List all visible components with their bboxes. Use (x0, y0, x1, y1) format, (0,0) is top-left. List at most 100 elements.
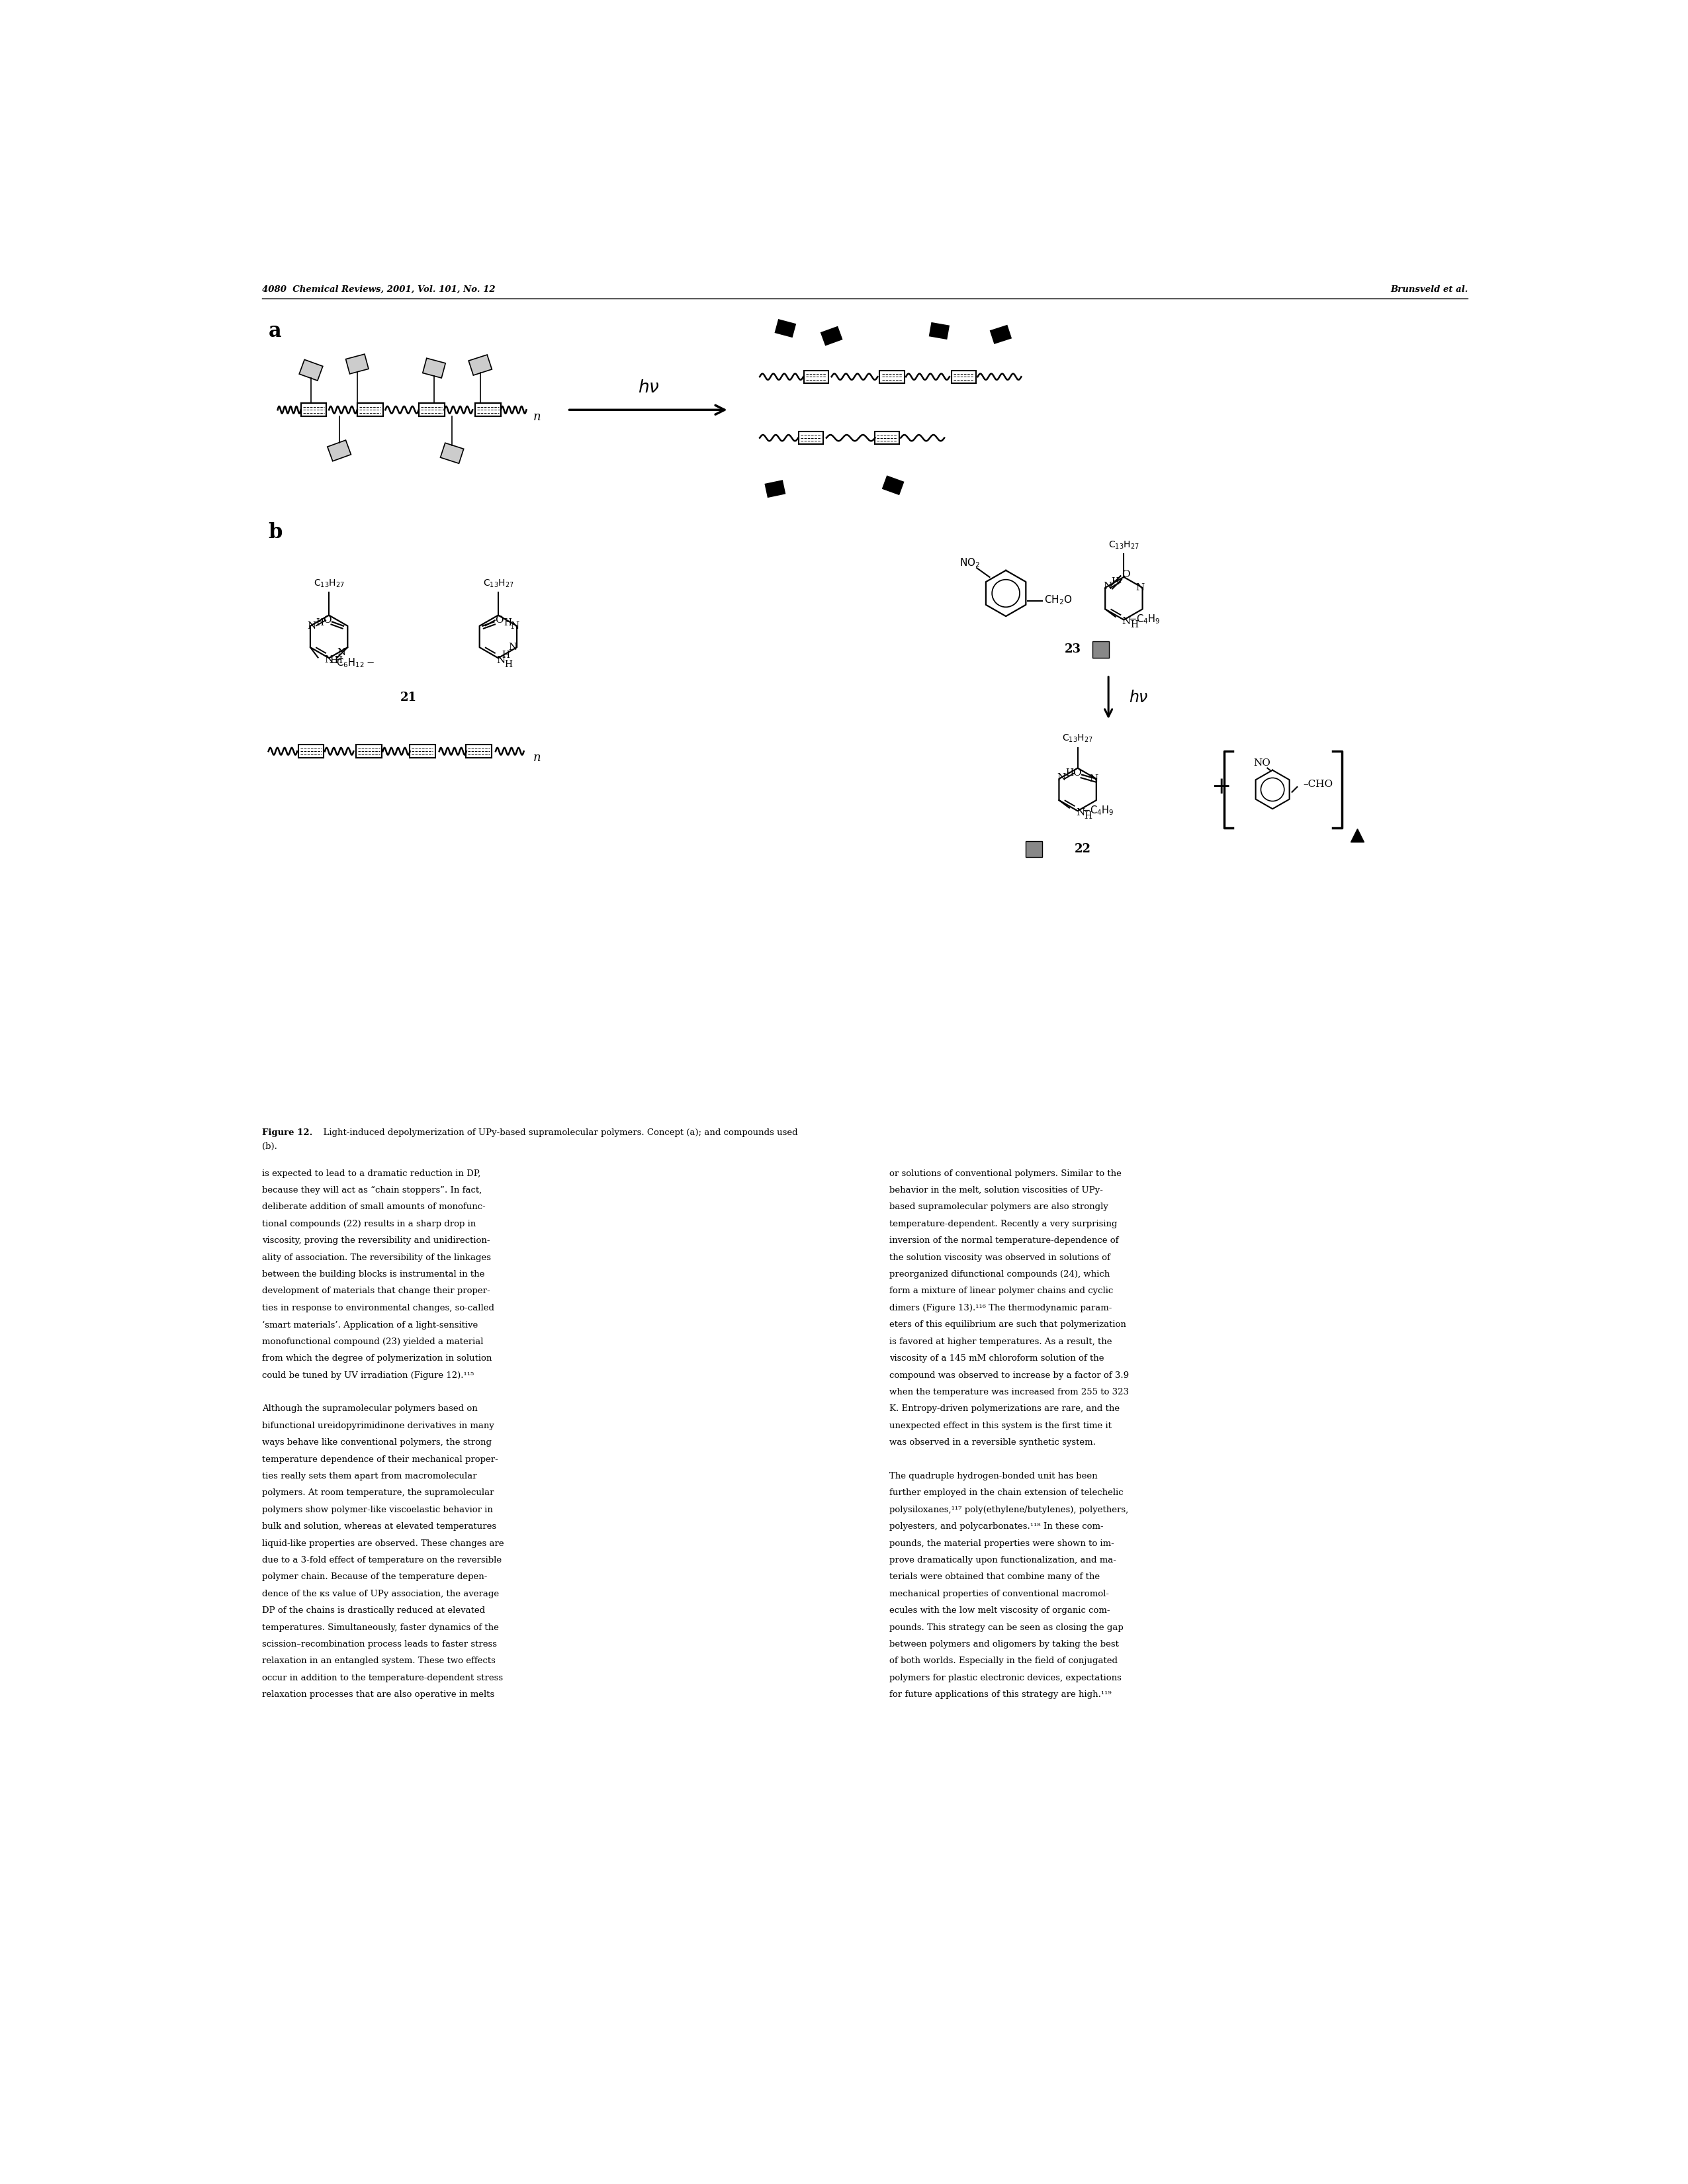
Bar (798, 432, 824, 443)
Text: of both worlds. Especially in the field of conjugated: of both worlds. Especially in the field … (890, 1658, 1117, 1666)
Text: compound was observed to increase by a factor of 3.9: compound was observed to increase by a f… (890, 1372, 1129, 1380)
Bar (1092, 642, 1109, 657)
Text: polymers for plastic electronic devices, expectations: polymers for plastic electronic devices,… (890, 1673, 1121, 1682)
Text: N: N (324, 655, 333, 664)
Text: deliberate addition of small amounts of monofunc-: deliberate addition of small amounts of … (262, 1203, 486, 1212)
Polygon shape (346, 354, 368, 373)
Text: temperatures. Simultaneously, faster dynamics of the: temperatures. Simultaneously, faster dyn… (262, 1623, 500, 1631)
Text: 4080  Chemical Reviews, 2001, Vol. 101, No. 12: 4080 Chemical Reviews, 2001, Vol. 101, N… (262, 286, 496, 293)
Text: from which the degree of polymerization in solution: from which the degree of polymerization … (262, 1354, 493, 1363)
Text: $\mathsf{NO_2}$: $\mathsf{NO_2}$ (960, 557, 981, 570)
Text: N: N (1104, 583, 1112, 592)
Text: eters of this equilibrium are such that polymerization: eters of this equilibrium are such that … (890, 1321, 1126, 1330)
Text: N: N (307, 620, 316, 631)
Text: $\mathsf{C_{13}H_{27}}$: $\mathsf{C_{13}H_{27}}$ (1062, 734, 1094, 743)
Text: bifunctional ureidopyrimidinone derivatives in many: bifunctional ureidopyrimidinone derivati… (262, 1422, 495, 1431)
Text: or solutions of conventional polymers. Similar to the: or solutions of conventional polymers. S… (890, 1168, 1121, 1177)
Bar (410, 745, 436, 758)
Text: K. Entropy-driven polymerizations are rare, and the: K. Entropy-driven polymerizations are ra… (890, 1404, 1119, 1413)
Text: O: O (495, 616, 503, 625)
Text: liquid-like properties are observed. These changes are: liquid-like properties are observed. The… (262, 1540, 505, 1548)
Text: prove dramatically upon functionalization, and ma-: prove dramatically upon functionalizatio… (890, 1555, 1116, 1564)
Text: $\mathsf{-C_4H_9}$: $\mathsf{-C_4H_9}$ (1128, 614, 1160, 625)
Text: H: H (503, 618, 511, 627)
Text: The quadruple hydrogen-bonded unit has been: The quadruple hydrogen-bonded unit has b… (890, 1472, 1097, 1481)
Text: viscosity of a 145 mM chloroform solution of the: viscosity of a 145 mM chloroform solutio… (890, 1354, 1104, 1363)
Text: for future applications of this strategy are high.¹¹⁹: for future applications of this strategy… (890, 1690, 1112, 1699)
Bar (356, 745, 381, 758)
Polygon shape (775, 319, 795, 336)
Polygon shape (820, 328, 842, 345)
Text: +: + (1212, 775, 1231, 797)
Polygon shape (765, 480, 785, 498)
Text: H: H (316, 618, 324, 627)
Text: b: b (268, 522, 282, 542)
Text: O: O (1121, 570, 1129, 579)
Text: $\mathsf{-C_4H_9}$: $\mathsf{-C_4H_9}$ (1082, 804, 1114, 817)
Text: H: H (1084, 812, 1092, 821)
Polygon shape (441, 443, 464, 463)
Text: H: H (1111, 577, 1119, 585)
Text: H: H (505, 660, 513, 668)
Text: based supramolecular polymers are also strongly: based supramolecular polymers are also s… (890, 1203, 1109, 1212)
Text: N: N (1089, 773, 1099, 784)
Text: N: N (1057, 773, 1065, 782)
Bar (299, 745, 324, 758)
Text: is expected to lead to a dramatic reduction in DP,: is expected to lead to a dramatic reduct… (262, 1168, 481, 1177)
Text: $h\nu$: $h\nu$ (638, 380, 660, 395)
Text: terials were obtained that combine many of the: terials were obtained that combine many … (890, 1572, 1101, 1581)
Text: behavior in the melt, solution viscosities of UPy-: behavior in the melt, solution viscositi… (890, 1186, 1102, 1195)
Text: $\mathsf{CH_2O}$: $\mathsf{CH_2O}$ (1045, 594, 1072, 607)
Text: temperature-dependent. Recently a very surprising: temperature-dependent. Recently a very s… (890, 1219, 1117, 1227)
Text: n: n (533, 751, 540, 764)
Polygon shape (883, 476, 903, 494)
Polygon shape (422, 358, 446, 378)
Text: due to a 3-fold effect of temperature on the reversible: due to a 3-fold effect of temperature on… (262, 1555, 501, 1564)
Text: ality of association. The reversibility of the linkages: ality of association. The reversibility … (262, 1254, 491, 1262)
Bar (466, 745, 491, 758)
Text: ties in response to environmental changes, so-called: ties in response to environmental change… (262, 1304, 495, 1313)
Text: O: O (322, 616, 331, 625)
Text: $h\nu$: $h\nu$ (1129, 690, 1148, 705)
Text: N: N (1136, 583, 1144, 592)
Text: polymers show polymer-like viscoelastic behavior in: polymers show polymer-like viscoelastic … (262, 1505, 493, 1514)
Text: n: n (533, 411, 540, 424)
Text: temperature dependence of their mechanical proper-: temperature dependence of their mechanic… (262, 1455, 498, 1463)
Text: N: N (338, 649, 346, 657)
Bar (874, 432, 900, 443)
Text: when the temperature was increased from 255 to 323: when the temperature was increased from … (890, 1387, 1129, 1396)
Text: is favored at higher temperatures. As a result, the: is favored at higher temperatures. As a … (890, 1337, 1112, 1345)
Bar (1026, 841, 1041, 858)
Text: because they will act as “chain stoppers”. In fact,: because they will act as “chain stoppers… (262, 1186, 483, 1195)
Text: relaxation in an entangled system. These two effects: relaxation in an entangled system. These… (262, 1658, 496, 1666)
Polygon shape (327, 441, 351, 461)
Text: polyesters, and polycarbonates.¹¹⁸ In these com-: polyesters, and polycarbonates.¹¹⁸ In th… (890, 1522, 1104, 1531)
Text: ‘smart materials’. Application of a light-sensitive: ‘smart materials’. Application of a ligh… (262, 1321, 478, 1330)
Text: $\mathsf{C_{13}H_{27}}$: $\mathsf{C_{13}H_{27}}$ (483, 579, 513, 590)
Text: –CHO: –CHO (1303, 780, 1334, 788)
Bar (358, 404, 383, 417)
Text: 21: 21 (400, 692, 417, 703)
Text: H: H (329, 655, 338, 666)
Text: a: a (268, 321, 282, 341)
Text: could be tuned by UV irradiation (Figure 12).¹¹⁵: could be tuned by UV irradiation (Figure… (262, 1372, 474, 1380)
Text: between polymers and oligomers by taking the best: between polymers and oligomers by taking… (890, 1640, 1119, 1649)
Bar (803, 371, 829, 382)
Text: N: N (496, 655, 505, 666)
Text: H: H (501, 651, 510, 660)
Text: N: N (1075, 808, 1085, 817)
Text: the solution viscosity was observed in solutions of: the solution viscosity was observed in s… (890, 1254, 1111, 1262)
Text: form a mixture of linear polymer chains and cyclic: form a mixture of linear polymer chains … (890, 1286, 1114, 1295)
Polygon shape (299, 360, 322, 380)
Text: N: N (508, 642, 517, 653)
Text: occur in addition to the temperature-dependent stress: occur in addition to the temperature-dep… (262, 1673, 503, 1682)
Text: $\mathsf{C_{13}H_{27}}$: $\mathsf{C_{13}H_{27}}$ (314, 579, 344, 590)
Bar (952, 371, 976, 382)
Text: dimers (Figure 13).¹¹⁶ The thermodynamic param-: dimers (Figure 13).¹¹⁶ The thermodynamic… (890, 1304, 1112, 1313)
Bar (300, 404, 326, 417)
Text: bulk and solution, whereas at elevated temperatures: bulk and solution, whereas at elevated t… (262, 1522, 496, 1531)
Text: monofunctional compound (23) yielded a material: monofunctional compound (23) yielded a m… (262, 1337, 484, 1345)
Bar (879, 371, 905, 382)
Text: pounds. This strategy can be seen as closing the gap: pounds. This strategy can be seen as clo… (890, 1623, 1124, 1631)
Text: NO: NO (1254, 758, 1271, 767)
